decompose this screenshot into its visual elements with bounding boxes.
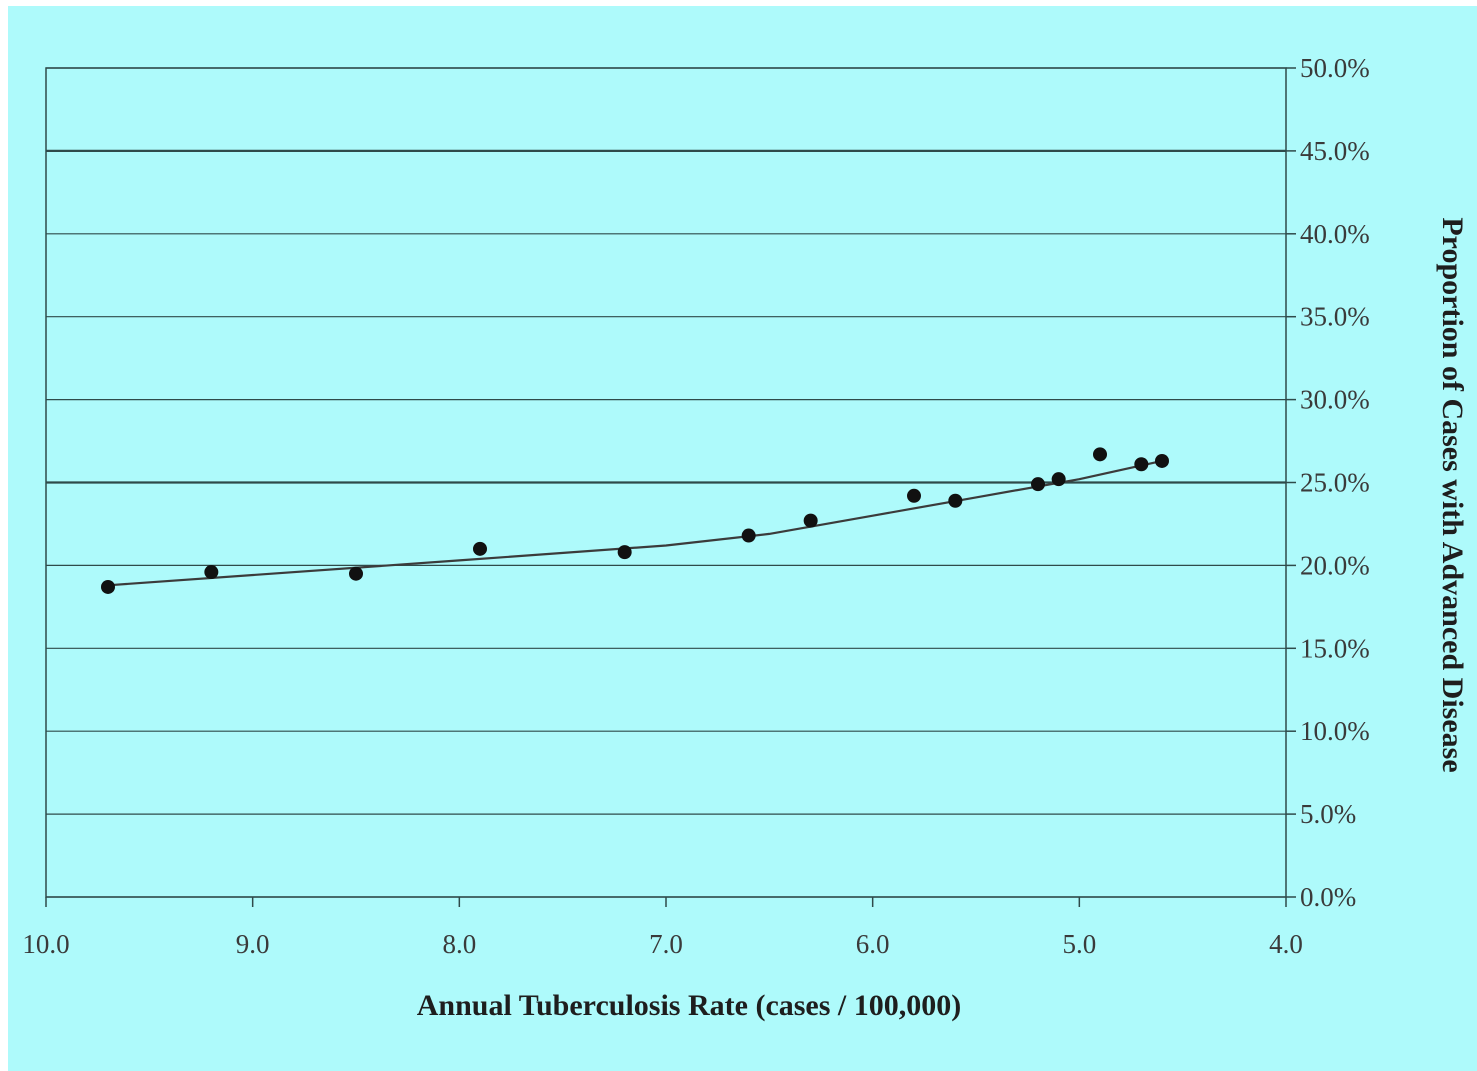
data-point-10 xyxy=(1051,472,1066,487)
data-point-1 xyxy=(204,565,219,580)
data-point-6 xyxy=(803,513,818,528)
y-tick-label: 20.0% xyxy=(1300,550,1370,580)
data-point-13 xyxy=(1155,453,1169,468)
data-point-4 xyxy=(617,545,632,560)
y-tick-label: 30.0% xyxy=(1300,385,1370,415)
data-points xyxy=(101,447,1169,594)
data-point-2 xyxy=(349,566,363,581)
y-tick-label: 15.0% xyxy=(1300,633,1370,663)
y-tick-label: 50.0% xyxy=(1300,53,1370,83)
data-point-9 xyxy=(1031,477,1045,492)
y-tick-label: 5.0% xyxy=(1300,799,1356,829)
data-point-11 xyxy=(1093,447,1107,462)
trendline-group xyxy=(107,459,1163,587)
y-tick-label: 40.0% xyxy=(1300,219,1370,249)
x-tick-label: 7.0 xyxy=(649,929,683,959)
x-tick-label: 6.0 xyxy=(856,929,890,959)
x-tick-label: 9.0 xyxy=(236,929,270,959)
gridlines xyxy=(46,67,1286,898)
data-point-5 xyxy=(741,528,756,543)
data-point-3 xyxy=(473,541,487,556)
data-point-8 xyxy=(948,493,963,508)
y-tick-label: 10.0% xyxy=(1300,716,1370,746)
data-point-0 xyxy=(101,579,115,594)
x-tick-label: 5.0 xyxy=(1062,929,1096,959)
y-axis-title: Proportion of Cases with Advanced Diseas… xyxy=(1436,217,1469,772)
x-axis-title: Annual Tuberculosis Rate (cases / 100,00… xyxy=(417,989,962,1022)
x-tick-label: 10.0 xyxy=(22,929,69,959)
y-tick-label: 25.0% xyxy=(1300,468,1370,498)
data-point-7 xyxy=(907,488,921,503)
x-tick-label: 4.0 xyxy=(1269,929,1303,959)
y-tick-label: 0.0% xyxy=(1300,882,1356,912)
trendline xyxy=(107,459,1163,587)
y-tick-label: 45.0% xyxy=(1300,136,1370,166)
axis-ticks: 0.0% 5.0% 10.0% 15.0% 20.0% 25.0% 30.0% 35.0% 40… xyxy=(22,53,1369,959)
data-point-12 xyxy=(1134,457,1149,472)
x-tick-label: 8.0 xyxy=(442,929,476,959)
y-tick-label: 35.0% xyxy=(1300,302,1370,332)
